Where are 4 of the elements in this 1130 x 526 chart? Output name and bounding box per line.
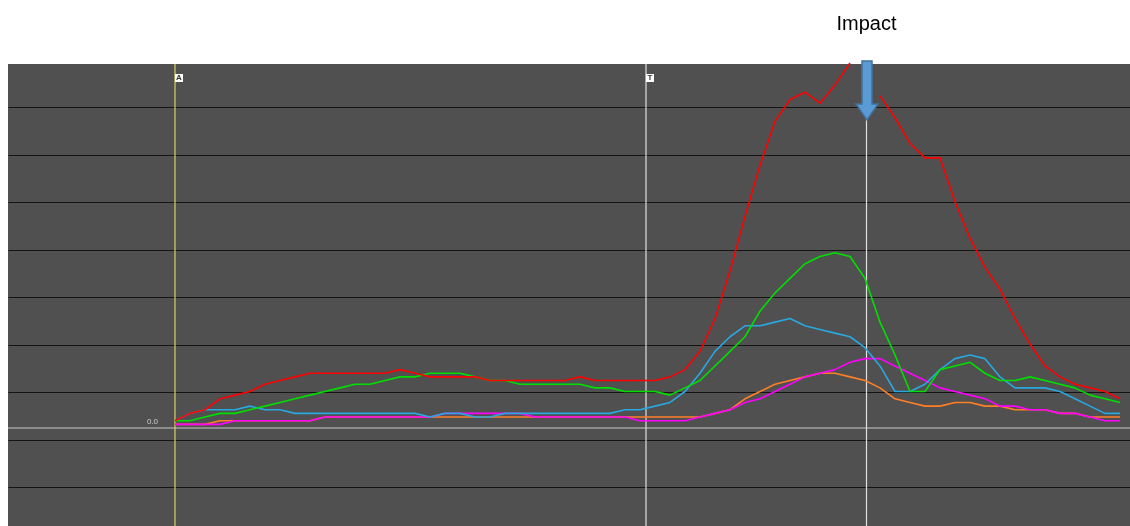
ref-line-label: 0.0 [146,417,159,426]
annotation: A [176,73,183,82]
annotation: T [647,73,653,82]
text: Impact [836,12,897,34]
